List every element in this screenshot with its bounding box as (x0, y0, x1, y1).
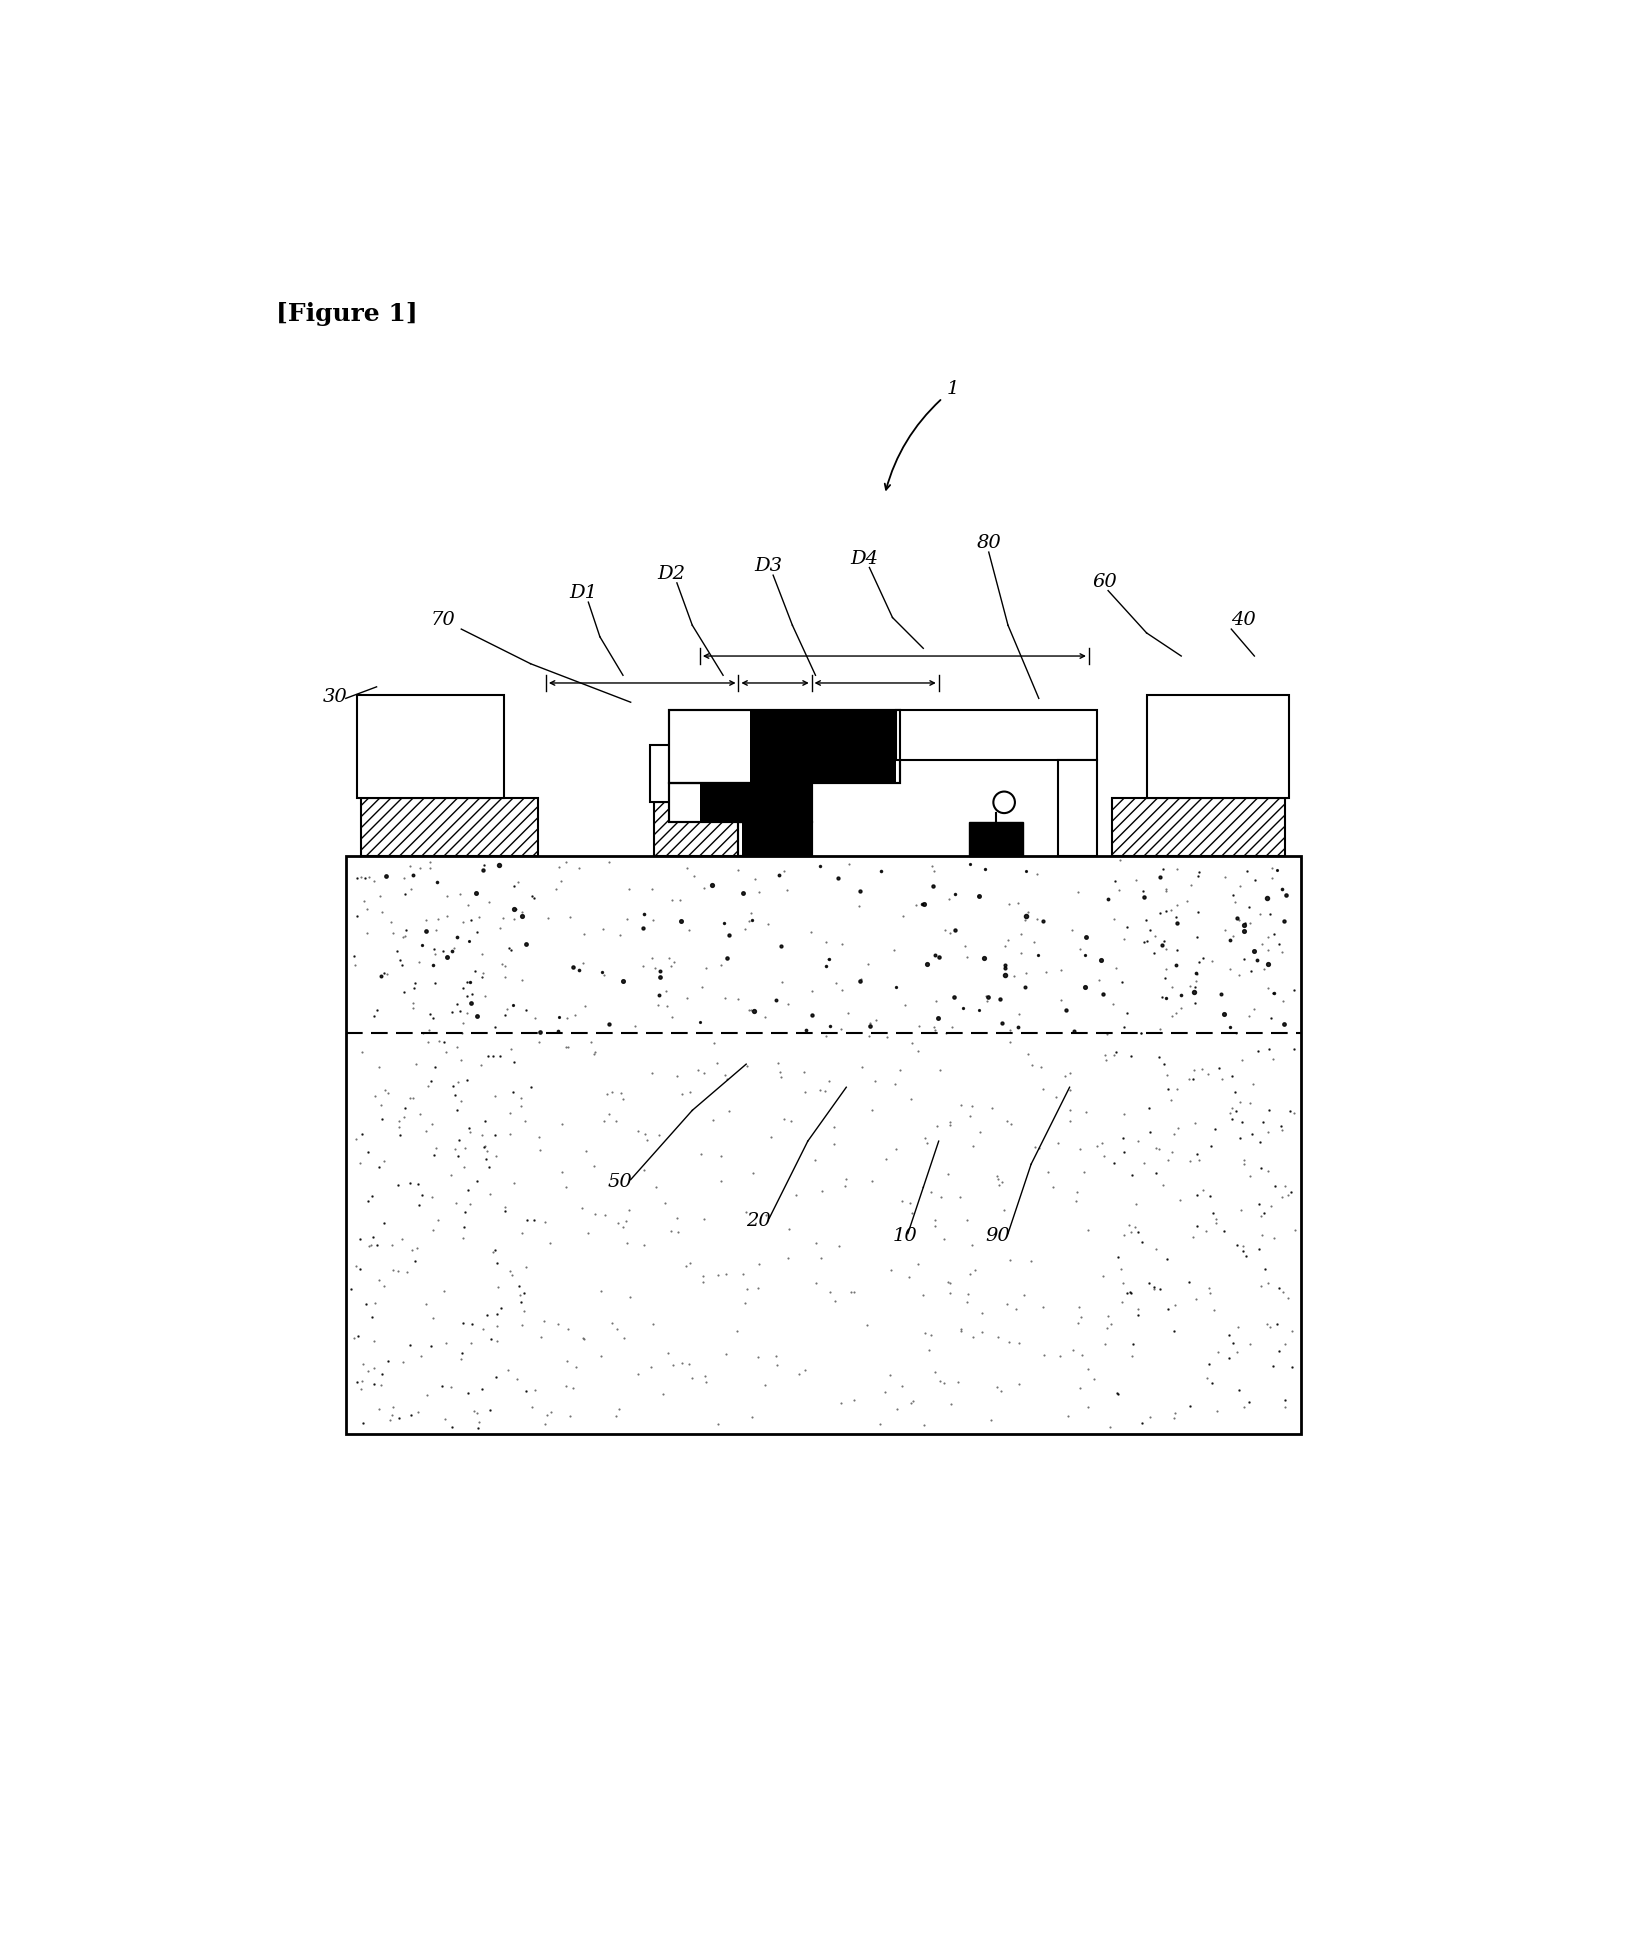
Bar (738, 822, 811, 857)
Text: D4: D4 (850, 550, 878, 568)
Text: 40: 40 (1232, 611, 1256, 630)
Text: 60: 60 (1092, 573, 1118, 591)
Bar (1112, 798, 1285, 857)
Bar (897, 710, 1097, 759)
Bar (1147, 695, 1289, 798)
Bar (738, 822, 811, 857)
Text: D1: D1 (569, 585, 596, 603)
Circle shape (993, 791, 1016, 812)
Text: 80: 80 (977, 534, 1003, 552)
Bar (346, 857, 1300, 1434)
Bar (361, 798, 538, 857)
Bar (358, 695, 504, 798)
Text: 1: 1 (946, 380, 959, 397)
Text: [Figure 1]: [Figure 1] (276, 301, 418, 325)
Bar (751, 710, 897, 783)
Bar (670, 783, 811, 822)
Bar (670, 710, 900, 783)
Text: 90: 90 (985, 1227, 1009, 1245)
Text: D3: D3 (754, 558, 782, 575)
Bar (670, 710, 900, 783)
Text: 70: 70 (431, 611, 455, 630)
Text: 20: 20 (746, 1211, 770, 1229)
Text: 30: 30 (323, 689, 348, 706)
Bar (670, 783, 811, 822)
Bar (970, 822, 1024, 857)
Bar (700, 783, 811, 822)
Bar (1058, 759, 1097, 857)
Bar (650, 744, 751, 802)
Text: 50: 50 (608, 1174, 632, 1192)
Bar (653, 802, 746, 857)
Bar (743, 822, 811, 857)
Text: D2: D2 (658, 566, 686, 583)
Text: 10: 10 (892, 1227, 916, 1245)
